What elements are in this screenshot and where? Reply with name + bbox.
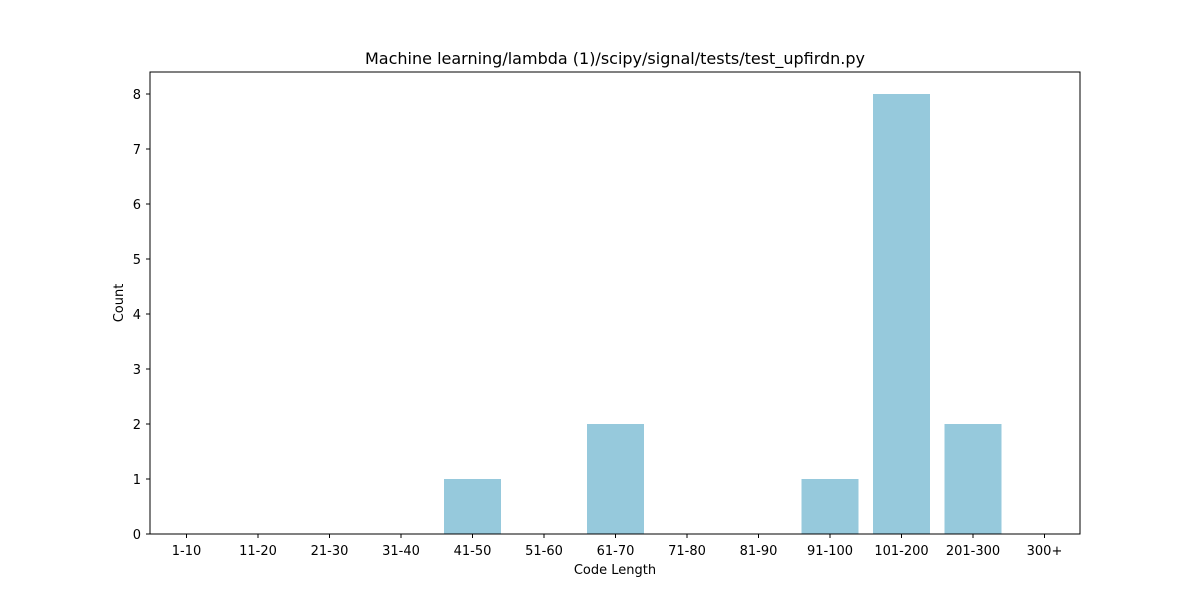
x-tick-label: 91-100 xyxy=(807,544,853,559)
x-tick-label: 201-300 xyxy=(946,544,1000,559)
x-tick-label: 61-70 xyxy=(597,544,635,559)
y-tick-label: 5 xyxy=(133,253,141,268)
y-axis-label: Count xyxy=(112,284,127,323)
x-tick-label: 31-40 xyxy=(382,544,420,559)
x-tick-label: 101-200 xyxy=(874,544,928,559)
x-tick-label: 21-30 xyxy=(311,544,349,559)
y-tick-label: 4 xyxy=(133,308,141,323)
bar-41-50 xyxy=(444,479,501,534)
bar-201-300 xyxy=(944,424,1002,534)
x-tick-label: 1-10 xyxy=(172,544,202,559)
y-tick-label: 8 xyxy=(133,88,141,103)
y-tick-label: 3 xyxy=(133,363,141,378)
bar-101-200 xyxy=(873,94,930,534)
x-tick-label: 41-50 xyxy=(454,544,492,559)
x-tick-label: 51-60 xyxy=(525,544,563,559)
x-tick-label: 11-20 xyxy=(239,544,277,559)
y-tick-label: 2 xyxy=(133,418,141,433)
x-tick-label: 71-80 xyxy=(668,544,706,559)
bars-group xyxy=(444,94,1002,534)
x-axis: 1-10 11-20 21-30 31-40 41-50 51-60 61-70 71-80 8… xyxy=(172,534,1063,559)
bar-61-70 xyxy=(587,424,644,534)
y-tick-label: 1 xyxy=(133,473,141,488)
x-tick-label: 300+ xyxy=(1027,544,1063,559)
x-axis-label: Code Length xyxy=(574,563,656,578)
y-tick-label: 0 xyxy=(133,528,141,543)
y-tick-label: 7 xyxy=(133,143,141,158)
y-axis: 0 1 2 3 4 5 6 7 8 xyxy=(133,88,150,543)
chart-title: Machine learning/lambda (1)/scipy/signal… xyxy=(365,49,865,69)
y-tick-label: 6 xyxy=(133,198,141,213)
bar-91-100 xyxy=(801,479,859,534)
x-tick-label: 81-90 xyxy=(740,544,778,559)
